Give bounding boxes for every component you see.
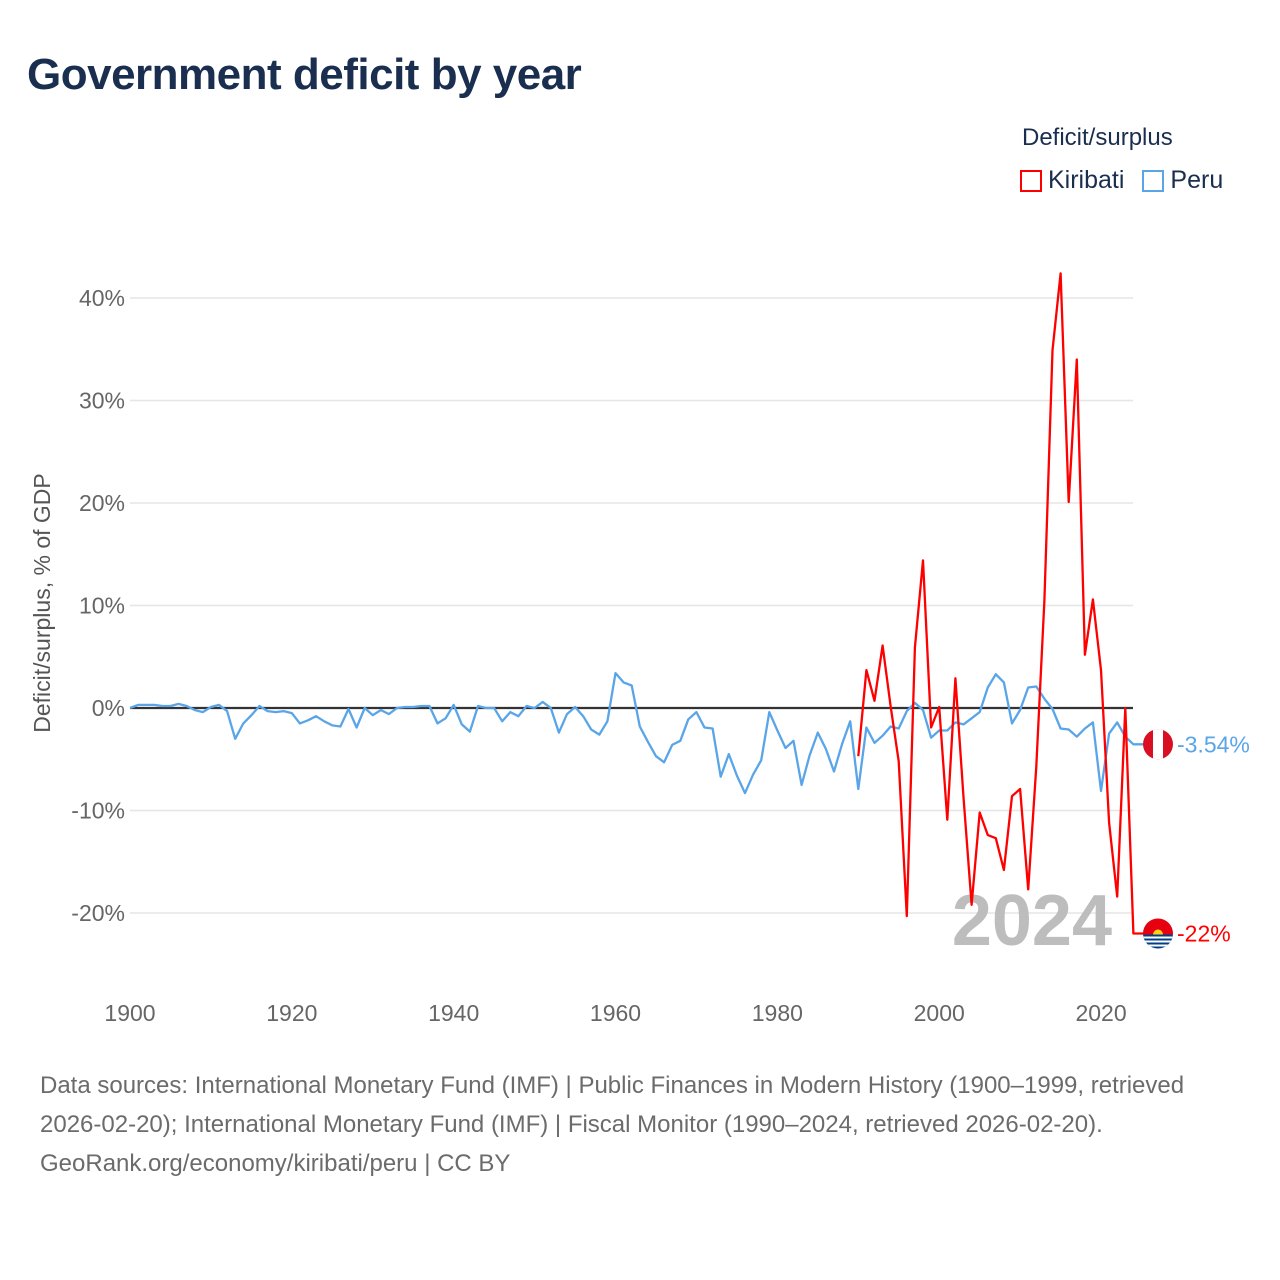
end-value-label-peru: -3.54% <box>1177 731 1250 757</box>
x-tick-label: 1920 <box>266 1000 317 1026</box>
x-tick-label: 2000 <box>914 1000 965 1026</box>
legend-label: Peru <box>1170 166 1224 194</box>
x-tick-label: 1940 <box>428 1000 479 1026</box>
legend-item-peru[interactable]: Peru <box>1142 166 1223 195</box>
y-tick-label: 40% <box>79 285 125 311</box>
x-tick-label: 1980 <box>752 1000 803 1026</box>
peru-flag-icon <box>1143 729 1173 760</box>
page-title: Government deficit by year <box>27 50 582 99</box>
legend-label: Kiribati <box>1048 166 1125 194</box>
legend: Kiribati Peru <box>1020 166 1223 195</box>
chart: 40% 30% 20% 10% 0% -10% -20% 1900 1920 1940 1960 19… <box>29 272 1250 1026</box>
legend-swatch-kiribati <box>1020 169 1042 192</box>
end-value-label-kiribati: -22% <box>1177 921 1231 947</box>
data-sources: Data sources: International Monetary Fun… <box>40 1072 1185 1138</box>
y-tick-label: -20% <box>71 900 125 926</box>
y-tick-label: 10% <box>79 593 125 619</box>
year-watermark: 2024 <box>952 881 1112 961</box>
x-tick-label: 2020 <box>1075 1000 1126 1026</box>
y-tick-label: 0% <box>92 695 125 721</box>
y-tick-label: 30% <box>79 388 125 414</box>
series-line-kiribati[interactable] <box>857 272 1158 935</box>
legend-item-kiribati[interactable]: Kiribati <box>1020 166 1124 195</box>
x-tick-label: 1960 <box>590 1000 641 1026</box>
series-line-peru[interactable] <box>129 671 1158 795</box>
footer: Data sources: International Monetary Fun… <box>40 1066 1250 1183</box>
legend-swatch-peru <box>1142 169 1165 192</box>
legend-title: Deficit/surplus <box>1022 124 1173 151</box>
x-tick-label: 1900 <box>104 1000 155 1026</box>
credit-link[interactable]: GeoRank.org/economy/kiribati/peru | CC B… <box>40 1150 511 1177</box>
kiribati-flag-icon <box>1143 918 1173 949</box>
y-axis-label: Deficit/surplus, % of GDP <box>29 473 55 732</box>
y-tick-label: -10% <box>71 798 125 824</box>
y-tick-label: 20% <box>79 490 125 516</box>
